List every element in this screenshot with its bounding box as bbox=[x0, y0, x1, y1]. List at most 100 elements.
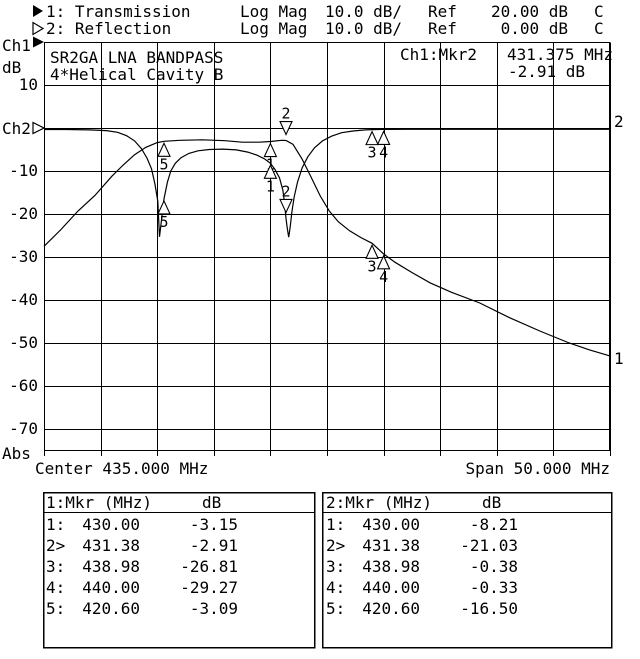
marker-triangle-icon bbox=[157, 199, 171, 215]
marker-triangle-icon bbox=[376, 130, 391, 145]
marker-table-ch2: 2:Mkr (MHz) dB 1: 430.00 -8.21 2> 431.38 -21.… bbox=[321, 491, 613, 649]
y-tick-label: -70 bbox=[9, 419, 38, 438]
marker-row-label: 5: bbox=[46, 599, 65, 618]
marker-row-frequency: 438.98 bbox=[82, 557, 140, 576]
y-tick-label: -40 bbox=[9, 290, 38, 309]
y-tick-label: -60 bbox=[9, 376, 38, 395]
ch1-axis-label: Ch1 bbox=[2, 36, 31, 55]
marker-triangle-icon bbox=[365, 243, 379, 259]
readout-frequency: 431.375 MHz bbox=[507, 45, 613, 64]
marker-row-db: -0.33 bbox=[470, 578, 518, 597]
center-frequency-label: Center 435.000 MHz bbox=[35, 459, 208, 478]
marker-triangle-icon bbox=[157, 141, 171, 157]
marker-triangle-icon bbox=[376, 254, 391, 270]
marker-table-ch1: 1:Mkr (MHz) dB 1: 430.00 -3.15 2> 431.38 -2.9… bbox=[42, 491, 316, 649]
trace1-indicator-icon bbox=[33, 5, 43, 17]
marker-triangle-icon bbox=[263, 163, 278, 179]
db-unit-label: dB bbox=[2, 58, 21, 77]
marker-number: 2 bbox=[282, 182, 291, 200]
marker-row-label: 2> bbox=[46, 536, 65, 555]
marker-table-ch1-rows: 1: 430.00 -3.15 2> 431.38 -2.91 3: 438.98 -26.81… bbox=[46, 515, 238, 618]
reflection-trace bbox=[44, 128, 610, 238]
marker-row-frequency: 420.60 bbox=[82, 599, 140, 618]
trace2-ref-value: 0.00 dB bbox=[501, 19, 568, 38]
marker-row-db: -26.81 bbox=[180, 557, 238, 576]
span-label: Span 50.000 MHz bbox=[466, 459, 611, 478]
marker-number: 5 bbox=[159, 213, 168, 231]
y-axis-tick-labels: 10 -10 -20 -30 -40 -50 -60 -70 bbox=[9, 75, 38, 438]
marker-row-db: -16.50 bbox=[460, 599, 518, 618]
transmission-trace bbox=[43, 139, 611, 357]
y-tick-label: -20 bbox=[9, 204, 38, 223]
trace2-label: 2: Reflection bbox=[46, 19, 171, 38]
marker-triangle-icon bbox=[365, 130, 379, 146]
marker-number: 4 bbox=[379, 143, 388, 161]
graticule bbox=[44, 42, 611, 456]
marker-table-ch2-border bbox=[321, 491, 613, 649]
marker-row-label: 4: bbox=[326, 578, 345, 597]
marker-number: 4 bbox=[379, 268, 388, 286]
active-marker-triangle-icon bbox=[279, 198, 293, 214]
marker-number: 3 bbox=[368, 257, 377, 275]
readout-value: -2.91 dB bbox=[508, 62, 585, 81]
trace-markers: 1122334455 bbox=[157, 105, 391, 286]
plot-title-line1: SR2GA LNA BANDPASS bbox=[50, 48, 223, 67]
marker-row-db: -3.15 bbox=[190, 515, 238, 534]
plot-title-line2: 4*Helical Cavity B bbox=[50, 65, 223, 84]
trace2-indicator-icon bbox=[32, 21, 45, 36]
marker-row-db: -3.09 bbox=[190, 599, 238, 618]
marker-row-label: 5: bbox=[326, 599, 345, 618]
ch1-ref-marker-icon bbox=[33, 36, 44, 48]
marker-row-label: 3: bbox=[46, 557, 65, 576]
y-tick-label: 10 bbox=[19, 75, 38, 94]
marker-row-db: -21.03 bbox=[460, 536, 518, 555]
header-trace2-line: 2: Reflection Log Mag 10.0 dB/ Ref 0.00 … bbox=[32, 19, 604, 38]
trace2-scale: 10.0 dB/ bbox=[325, 19, 402, 38]
abs-label: Abs bbox=[2, 444, 31, 463]
marker-row-db: -8.21 bbox=[470, 515, 518, 534]
trace2-ref-label: Ref bbox=[428, 19, 457, 38]
marker-row-frequency: 430.00 bbox=[362, 515, 420, 534]
y-tick-label: -30 bbox=[9, 247, 38, 266]
marker-triangle-icon bbox=[263, 142, 278, 158]
marker-table-ch1-border bbox=[42, 491, 316, 649]
header-trace1-line: 1: Transmission Log Mag 10.0 dB/ Ref 20.… bbox=[33, 2, 604, 21]
marker-row-frequency: 431.38 bbox=[362, 536, 420, 555]
trace1-cal-status: C bbox=[594, 2, 604, 21]
marker-row-frequency: 430.00 bbox=[82, 515, 140, 534]
marker-table-ch2-db-header: dB bbox=[482, 493, 501, 512]
reflection-trace-number: 2 bbox=[614, 112, 624, 131]
marker-number: 5 bbox=[159, 155, 168, 173]
trace2-cal-status: C bbox=[594, 19, 604, 38]
marker-row-frequency: 440.00 bbox=[82, 578, 140, 597]
marker-table-ch1-db-header: dB bbox=[202, 493, 221, 512]
transmission-trace-number: 1 bbox=[614, 349, 624, 368]
trace1-scale: 10.0 dB/ bbox=[325, 2, 402, 21]
marker-row-db: -0.38 bbox=[470, 557, 518, 576]
y-tick-label: -10 bbox=[9, 161, 38, 180]
trace1-format: Log Mag bbox=[240, 2, 307, 21]
marker-row-frequency: 440.00 bbox=[362, 578, 420, 597]
marker-table-ch2-rows: 1: 430.00 -8.21 2> 431.38 -21.03 3: 438.98 -0.38… bbox=[326, 515, 518, 618]
marker-row-label: 4: bbox=[46, 578, 65, 597]
trace1-ref-label: Ref bbox=[428, 2, 457, 21]
ch2-axis-label: Ch2 bbox=[2, 119, 31, 138]
marker-row-label: 3: bbox=[326, 557, 345, 576]
readout-channel: Ch1:Mkr2 bbox=[400, 45, 477, 64]
ch2-ref-marker-icon bbox=[32, 121, 46, 135]
trace1-ref-value: 20.00 dB bbox=[491, 2, 568, 21]
marker-number: 3 bbox=[368, 144, 377, 162]
marker-number: 2 bbox=[282, 105, 291, 123]
marker-number: 1 bbox=[266, 177, 275, 195]
active-marker-triangle-icon bbox=[279, 120, 293, 136]
trace1-label: 1: Transmission bbox=[46, 2, 191, 21]
marker-row-db: -29.27 bbox=[180, 578, 238, 597]
marker-table-ch2-title: 2:Mkr (MHz) bbox=[326, 493, 432, 512]
marker-row-label: 1: bbox=[326, 515, 345, 534]
marker-table-ch1-title: 1:Mkr (MHz) bbox=[46, 493, 152, 512]
marker-row-label: 2> bbox=[326, 536, 345, 555]
marker-row-db: -2.91 bbox=[190, 536, 238, 555]
marker-row-frequency: 438.98 bbox=[362, 557, 420, 576]
